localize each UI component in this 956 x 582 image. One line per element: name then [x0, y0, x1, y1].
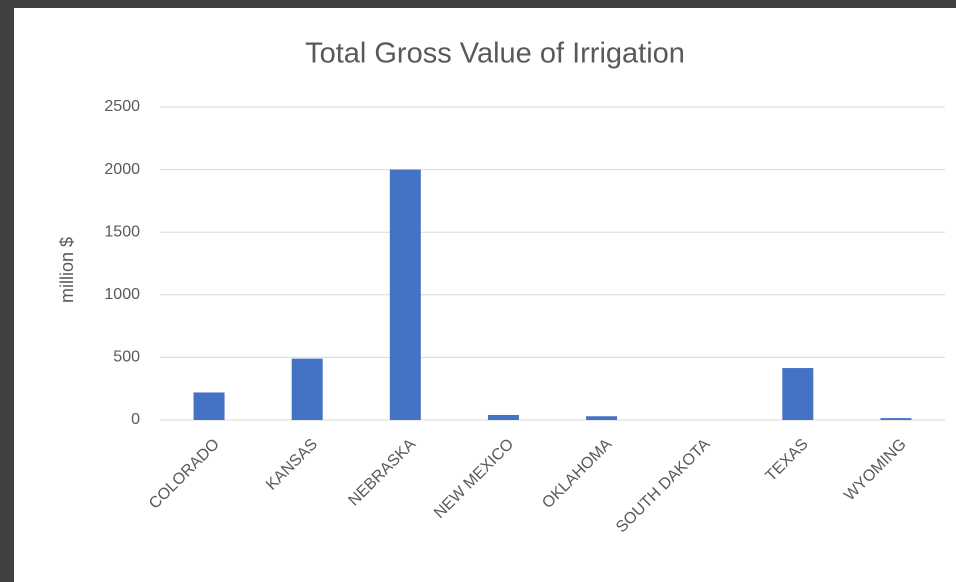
x-tick-label: TEXAS — [763, 436, 812, 485]
x-tick-label: SOUTH DAKOTA — [613, 436, 714, 537]
x-tick-label: OKLAHOMA — [539, 436, 615, 512]
chart-title: Total Gross Value of Irrigation — [305, 38, 685, 70]
bar — [880, 418, 912, 420]
bar — [291, 358, 323, 420]
y-axis-title: million $ — [57, 237, 77, 303]
y-tick-label: 500 — [113, 349, 140, 366]
x-tick-label: NEW MEXICO — [431, 436, 517, 522]
x-tick-label: COLORADO — [146, 436, 223, 513]
bar — [782, 368, 814, 420]
x-tick-label: KANSAS — [263, 436, 321, 494]
bar — [389, 169, 421, 420]
chart: Total Gross Value of Irrigation million … — [14, 8, 956, 582]
x-tick-label: WYOMING — [841, 436, 910, 505]
bar — [586, 416, 618, 420]
y-tick-label: 1500 — [104, 223, 140, 240]
y-tick-label: 2000 — [104, 161, 140, 178]
bar — [193, 392, 225, 420]
y-tick-label: 2500 — [104, 98, 140, 115]
y-tick-label: 0 — [131, 411, 140, 428]
y-tick-label: 1000 — [104, 286, 140, 303]
bar — [487, 414, 519, 420]
x-tick-label: NEBRASKA — [345, 436, 419, 510]
